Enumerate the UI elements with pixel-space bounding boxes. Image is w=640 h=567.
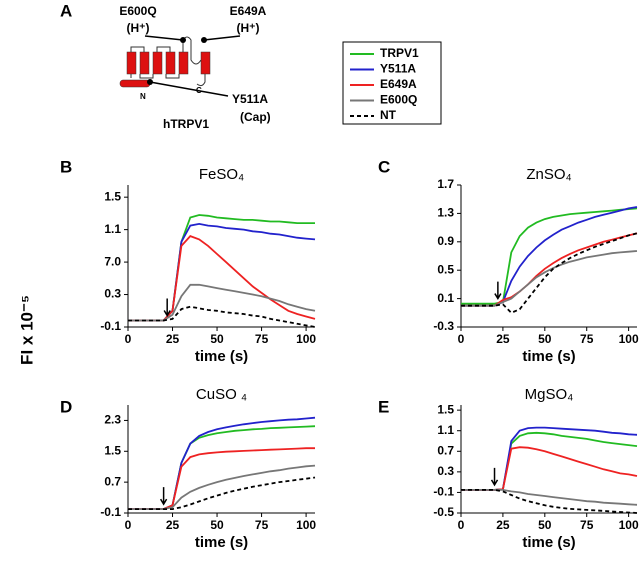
x-tick-label: 25 [496,518,510,532]
x-tick-label: 100 [296,332,316,346]
legend-label: E649A [380,77,417,91]
series-line [461,232,638,314]
y-tick-label: 0.1 [437,291,454,305]
y-tick-label: -0.1 [100,505,121,519]
series-line [461,250,638,307]
x-tick-label: 0 [458,518,465,532]
panel-label: E [378,397,389,416]
x-axis-label: time (s) [522,348,575,365]
protein-name: hTRPV1 [163,117,209,131]
series-line [128,447,315,510]
x-tick-label: 100 [619,332,639,346]
x-tick-label: 50 [538,518,552,532]
panel-label: D [60,397,72,416]
y-tick-label: 0.7 [437,443,454,457]
x-tick-label: 75 [255,332,269,346]
legend-label: Y511A [380,62,416,76]
x-tick-label: 50 [538,332,552,346]
x-tick-label: 100 [296,518,316,532]
x-tick-label: 25 [166,332,180,346]
chart-title: FeSO₄ [199,166,244,183]
x-tick-label: 75 [580,332,594,346]
panel-a: A E600Q (H⁺) E649A (H⁺) Y511A (Cap) hTRP… [60,1,271,131]
y-tick-label: 0.5 [437,262,454,276]
x-tick-label: 0 [125,518,132,532]
x-tick-label: 25 [166,518,180,532]
y-tick-label: 0.7 [104,474,121,488]
panel-label: B [60,157,72,176]
mutation-label: E600Q [119,4,156,18]
y-tick-label: 1.1 [104,222,121,236]
series-line [461,489,638,514]
y-tick-label: 1.7 [437,177,454,191]
legend-box [342,41,442,125]
x-tick-label: 100 [619,518,639,532]
series-line [128,305,316,328]
pointer-lines [144,35,241,97]
y-tick-label: 0.3 [104,287,121,301]
x-tick-label: 0 [458,332,465,346]
y-tick-label: 1.5 [104,443,121,457]
series-line [461,446,638,491]
x-tick-label: 50 [210,332,224,346]
mutation-note: (H⁺) [237,21,260,35]
terminus-label: N [140,92,146,101]
y-tick-label: 7.0 [104,254,121,268]
chart-title: ZnSO₄ [526,166,571,183]
y-tick-label: 1.1 [437,423,454,437]
panel-label: C [378,157,390,176]
y-tick-label: 1.5 [104,189,121,203]
site-dot [147,79,153,85]
series-line [128,464,316,510]
y-tick-label: -0.1 [433,485,454,499]
mutation-note: (Cap) [240,110,271,124]
legend-label: E600Q [380,93,417,107]
x-axis-label: time (s) [195,348,248,365]
site-dot [180,37,186,43]
series-line [128,425,316,510]
mutation-label: E649A [230,4,267,18]
y-tick-label: 0.9 [437,234,454,248]
x-axis-label: time (s) [195,534,248,551]
panel-label: A [60,1,72,20]
series-line [461,431,638,491]
series-line [461,489,638,506]
x-axis-label: time (s) [522,534,575,551]
loops [130,36,206,87]
site-dot [201,37,207,43]
series-line [128,476,316,510]
legend-label: TRPV1 [380,46,419,60]
series-line [128,283,316,322]
chart-title: MgSO₄ [525,386,574,403]
y-tick-label: -0.5 [433,505,454,519]
series-line [128,222,316,322]
series-line [128,416,316,510]
x-tick-label: 75 [255,518,269,532]
series-line [461,426,638,491]
series-line [128,235,316,322]
x-tick-label: 25 [496,332,510,346]
series-line [461,206,638,307]
x-tick-label: 75 [580,518,594,532]
y-tick-label: 1.5 [437,402,454,416]
stimulus-arrow [490,467,499,487]
y-tick-label: 0.3 [437,464,454,478]
legend-label: NT [380,108,397,122]
stimulus-arrow [494,281,502,301]
mutation-label: Y511A [232,92,268,106]
y-tick-label: 2.3 [104,413,121,427]
mutation-note: (H⁺) [127,21,150,35]
series-line [461,207,638,305]
x-tick-label: 0 [125,332,132,346]
x-tick-label: 50 [210,518,224,532]
tm-segments [119,51,211,88]
y-axis-label: FI x 10⁻⁵ [17,295,36,365]
stimulus-arrow [159,487,168,506]
stimulus-arrow [163,298,171,317]
y-tick-label: 1.3 [437,206,454,220]
chart-title: CuSO ₄ [196,386,247,403]
y-tick-label: -0.1 [100,319,121,333]
y-tick-label: -0.3 [433,319,454,333]
